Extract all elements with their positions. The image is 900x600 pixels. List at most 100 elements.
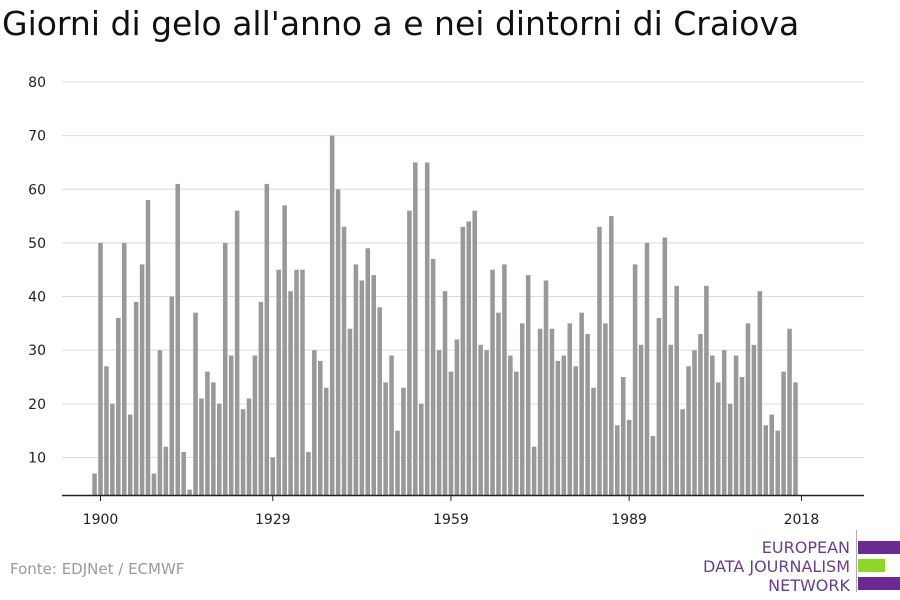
bar-1938 <box>323 387 329 495</box>
bar-1914 <box>181 452 186 495</box>
bar-1918 <box>205 371 210 495</box>
logo-bar-green <box>858 559 885 572</box>
bar-1928 <box>264 183 270 495</box>
bar-1904 <box>121 242 127 495</box>
bar-1909 <box>151 473 157 495</box>
bar-1943 <box>353 264 359 495</box>
bar-1995 <box>662 237 668 495</box>
bar-1941 <box>341 226 347 495</box>
bar-chart: 10 20 30 40 50 60 70 80 1900 1929 1959 1989 2018 <box>28 75 864 528</box>
bar-1975 <box>543 280 549 495</box>
bar-1942 <box>347 328 353 495</box>
bar-1911 <box>163 446 169 495</box>
bar-1999 <box>686 366 691 495</box>
x-tick-label: 1900 <box>83 512 119 528</box>
x-tick-label: 1989 <box>611 512 647 528</box>
logo-bar-purple-bottom <box>858 577 900 590</box>
x-axis-labels: 1900 1929 1959 1989 2018 <box>83 495 819 528</box>
bar-1976 <box>549 328 555 495</box>
bar-1931 <box>282 205 287 495</box>
y-axis-labels: 10 20 30 40 50 60 70 80 <box>28 75 46 466</box>
bar-1986 <box>609 216 614 495</box>
bar-2008 <box>739 377 745 495</box>
bar-1906 <box>133 301 139 495</box>
bar-2012 <box>763 425 769 495</box>
bar-1903 <box>116 318 121 495</box>
x-tick-label: 1959 <box>433 512 469 528</box>
bar-1940 <box>335 189 341 496</box>
bar-1964 <box>478 344 483 495</box>
bar-1916 <box>193 312 198 495</box>
bar-1915 <box>187 489 192 495</box>
bar-1991 <box>638 344 644 495</box>
bar-2016 <box>787 328 792 495</box>
y-tick-label: 50 <box>28 236 46 252</box>
bar-1930 <box>276 269 281 495</box>
bar-1901 <box>104 366 109 495</box>
bar-1962 <box>466 221 472 496</box>
bar-1947 <box>377 307 382 495</box>
y-tick-label: 10 <box>28 450 46 466</box>
bar-1993 <box>650 436 656 495</box>
y-tick-label: 70 <box>28 129 46 145</box>
bar-1955 <box>424 162 430 496</box>
bar-1992 <box>644 242 650 495</box>
bar-1937 <box>318 360 323 495</box>
bar-1978 <box>561 355 567 495</box>
bar-1945 <box>365 248 371 495</box>
y-tick-label: 60 <box>28 182 46 198</box>
bar-2000 <box>692 350 697 495</box>
bar-1966 <box>490 269 495 495</box>
bar-1973 <box>531 446 537 495</box>
bar-1957 <box>436 350 442 495</box>
bar-2006 <box>727 403 733 495</box>
bar-1934 <box>300 269 305 495</box>
bar-1952 <box>407 210 412 495</box>
bar-1925 <box>246 398 252 495</box>
bar-1970 <box>514 371 519 495</box>
bar-1919 <box>211 382 216 495</box>
bar-1913 <box>175 183 180 495</box>
bar-2005 <box>721 350 727 495</box>
bar-1912 <box>169 296 175 495</box>
bar-1969 <box>508 355 513 495</box>
bar-1927 <box>258 301 264 495</box>
bar-1917 <box>199 398 204 495</box>
logo-bar-purple-top <box>858 541 900 554</box>
bar-1939 <box>329 135 335 496</box>
bar-2003 <box>710 355 715 495</box>
bar-1926 <box>252 355 258 495</box>
bar-1961 <box>460 226 466 495</box>
chart-title: Giorni di gelo all'anno a e nei dintorni… <box>2 4 800 43</box>
logo-line-1: EUROPEAN <box>761 538 850 557</box>
bar-2010 <box>751 344 757 495</box>
bar-1987 <box>615 425 620 495</box>
bar-1990 <box>632 264 638 495</box>
bar-1994 <box>656 318 662 495</box>
bar-1963 <box>472 210 477 495</box>
bar-1902 <box>110 403 115 495</box>
bar-1984 <box>597 226 602 495</box>
bar-1965 <box>484 350 489 495</box>
bar-1900 <box>98 242 103 495</box>
bar-1910 <box>157 350 163 495</box>
bar-2013 <box>769 414 774 495</box>
bar-1944 <box>359 280 365 495</box>
bar-1907 <box>139 264 145 495</box>
bar-1936 <box>312 350 317 495</box>
bar-2004 <box>715 382 721 495</box>
bar-1983 <box>591 387 596 495</box>
bar-1922 <box>228 355 234 495</box>
bar-1951 <box>401 387 406 495</box>
y-tick-label: 40 <box>28 290 46 306</box>
y-tick-label: 20 <box>28 397 46 413</box>
bar-1977 <box>555 360 561 495</box>
bar-1908 <box>145 200 151 495</box>
bar-1899 <box>92 473 97 495</box>
bar-1959 <box>448 371 454 495</box>
bar-2002 <box>704 285 709 495</box>
bar-2011 <box>757 291 763 495</box>
bar-1932 <box>288 291 293 495</box>
bar-1980 <box>573 366 578 495</box>
source-note: Fonte: EDJNet / ECMWF <box>10 560 185 578</box>
